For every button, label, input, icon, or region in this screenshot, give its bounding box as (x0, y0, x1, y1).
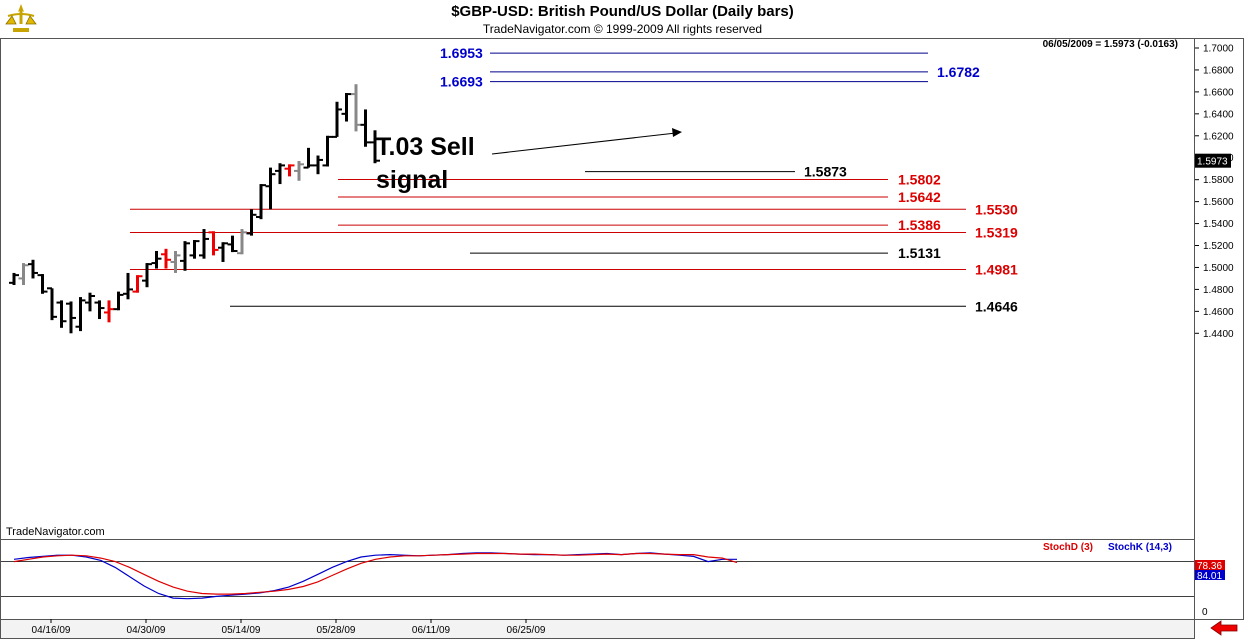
ohlc-bar (18, 263, 29, 286)
ohlc-bar (113, 291, 124, 311)
ohlc-bar (66, 301, 76, 334)
y-tick-label: 1.5800 (1203, 175, 1234, 186)
ohlc-bar (151, 251, 162, 269)
ohlc-bar (332, 101, 342, 138)
chart-title: $GBP-USD: British Pound/US Dollar (Daily… (451, 3, 794, 20)
stoch-d-tag-value: 78.36 (1197, 561, 1222, 572)
ohlc-bar (9, 272, 19, 286)
ohlc-bar (208, 231, 219, 256)
annotation-line-1: T.03 Sell (376, 133, 475, 161)
y-tick-label: 1.6400 (1203, 109, 1234, 120)
ohlc-bar (218, 242, 228, 262)
ohlc-bar (161, 248, 171, 269)
y-tick-label: 1.5000 (1203, 263, 1234, 274)
ohlc-bar (199, 229, 209, 259)
ohlc-bar (180, 241, 190, 271)
ohlc-bar (94, 300, 105, 320)
y-tick-label: 1.6800 (1203, 65, 1234, 76)
ohlc-bar (28, 259, 38, 279)
stoch-d-tag-bg (1195, 560, 1225, 570)
ohlc-bar (75, 297, 86, 332)
y-tick-label: 1.4800 (1203, 285, 1234, 296)
level-label: 1.5802 (898, 171, 941, 187)
x-tick-label: 05/14/09 (222, 625, 261, 636)
annotation-arrow-line (491, 132, 677, 155)
ohlc-bar (170, 251, 181, 273)
ohlc-bar (341, 92, 352, 122)
red-left-arrow-icon[interactable] (1209, 620, 1239, 636)
stoch-k-tag-value: 84.01 (1197, 571, 1222, 582)
level-label: 1.6782 (937, 64, 980, 80)
y-tick-label: 1.6600 (1203, 87, 1234, 98)
annotation-line-2: signal (376, 166, 448, 194)
stoch-d-legend: StochD (3) (1043, 542, 1093, 553)
level-label: 1.5131 (898, 245, 941, 261)
ohlc-bar (37, 274, 48, 294)
x-tick-label: 05/28/09 (317, 625, 356, 636)
ohlc-bar (189, 240, 200, 259)
ohlc-bar (246, 209, 257, 236)
level-label: 1.5642 (898, 189, 941, 205)
ohlc-bar (275, 163, 285, 185)
level-label: 1.5386 (898, 217, 941, 233)
ohlc-bar (123, 272, 133, 300)
trade-navigator-logo-icon[interactable] (4, 2, 38, 34)
ohlc-bar (56, 300, 67, 328)
stoch-k-tag-bg (1195, 570, 1225, 580)
level-label: 1.4981 (975, 262, 1018, 278)
ohlc-bar (85, 292, 95, 312)
last-quote-label: 06/05/2009 = 1.5973 (-0.0163) (1043, 39, 1178, 50)
ohlc-bar (237, 229, 247, 255)
watermark-label: TradeNavigator.com (6, 526, 105, 538)
ohlc-bar (322, 135, 333, 167)
price-pane (0, 38, 1195, 540)
stoch-axis-zero: 0 (1202, 607, 1208, 618)
annotation-arrowhead (672, 128, 682, 137)
level-label: 1.6693 (440, 74, 483, 90)
last-price-tag-bg (1195, 153, 1231, 168)
level-label: 1.6953 (440, 45, 483, 61)
stoch-k-legend: StochK (14,3) (1108, 542, 1172, 553)
ohlc-bar (104, 300, 114, 323)
ohlc-bar (256, 184, 266, 220)
sell-signal-annotation: T.03 Sell signal (376, 128, 682, 194)
ohlc-bar (360, 109, 371, 147)
ohlc-bar (132, 275, 143, 293)
y-tick-label: 1.5400 (1203, 219, 1234, 230)
x-axis-panel (0, 619, 1195, 639)
y-tick-label: 1.4600 (1203, 307, 1234, 318)
last-price-tag: 1.5973 (1195, 153, 1231, 168)
ohlc-bar (370, 130, 380, 164)
ohlc-bar (284, 164, 295, 177)
copyright-subtitle: TradeNavigator.com © 1999-2009 All right… (482, 22, 763, 36)
stoch-d-line (13, 552, 738, 595)
ohlc-bar (227, 235, 238, 253)
ohlc-bar (351, 84, 361, 132)
y-tick-label: 1.6200 (1203, 131, 1234, 142)
x-tick-label: 06/11/09 (412, 625, 451, 636)
stoch-value-tags: 78.36 84.01 (1195, 560, 1225, 582)
y-tick-label: 1.7000 (1203, 44, 1234, 55)
x-tick-label: 06/25/09 (507, 625, 546, 636)
level-label: 1.5530 (975, 201, 1018, 217)
y-tick-label: 1.5200 (1203, 241, 1234, 252)
ohlc-bar (313, 155, 323, 175)
ohlc-bar (142, 263, 152, 288)
ohlc-bar (47, 287, 57, 321)
x-tick-label: 04/16/09 (32, 625, 71, 636)
ohlc-bar (294, 161, 304, 181)
y-tick-label: 1.4400 (1203, 329, 1234, 340)
x-tick-label: 04/30/09 (127, 625, 166, 636)
y-axis-panel (1194, 38, 1244, 620)
last-price-tag-value: 1.5973 (1197, 157, 1228, 168)
y-tick-label: 1.5600 (1203, 197, 1234, 208)
ohlc-bar (265, 167, 276, 210)
level-label: 1.5319 (975, 224, 1018, 240)
level-label: 1.5873 (804, 164, 847, 180)
ohlc-bar (303, 147, 314, 169)
stochastic-pane (0, 539, 1195, 620)
level-label: 1.4646 (975, 298, 1018, 314)
